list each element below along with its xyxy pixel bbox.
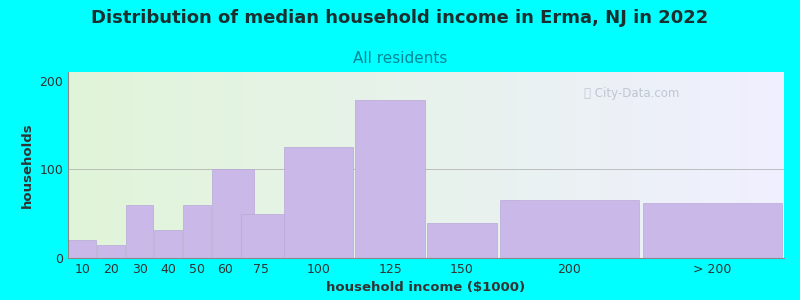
- Bar: [212, 169, 254, 258]
- Y-axis label: households: households: [21, 122, 34, 208]
- Bar: [284, 147, 354, 258]
- Bar: [126, 205, 154, 258]
- Text: All residents: All residents: [353, 51, 447, 66]
- Bar: [241, 214, 310, 258]
- Bar: [154, 230, 182, 258]
- Bar: [355, 100, 425, 258]
- Text: ⓘ City-Data.com: ⓘ City-Data.com: [583, 87, 679, 100]
- Bar: [97, 245, 125, 258]
- Bar: [69, 240, 96, 258]
- Bar: [427, 223, 497, 258]
- Text: Distribution of median household income in Erma, NJ in 2022: Distribution of median household income …: [91, 9, 709, 27]
- Bar: [183, 205, 210, 258]
- Bar: [643, 203, 782, 258]
- X-axis label: household income ($1000): household income ($1000): [326, 281, 526, 294]
- Bar: [500, 200, 638, 258]
